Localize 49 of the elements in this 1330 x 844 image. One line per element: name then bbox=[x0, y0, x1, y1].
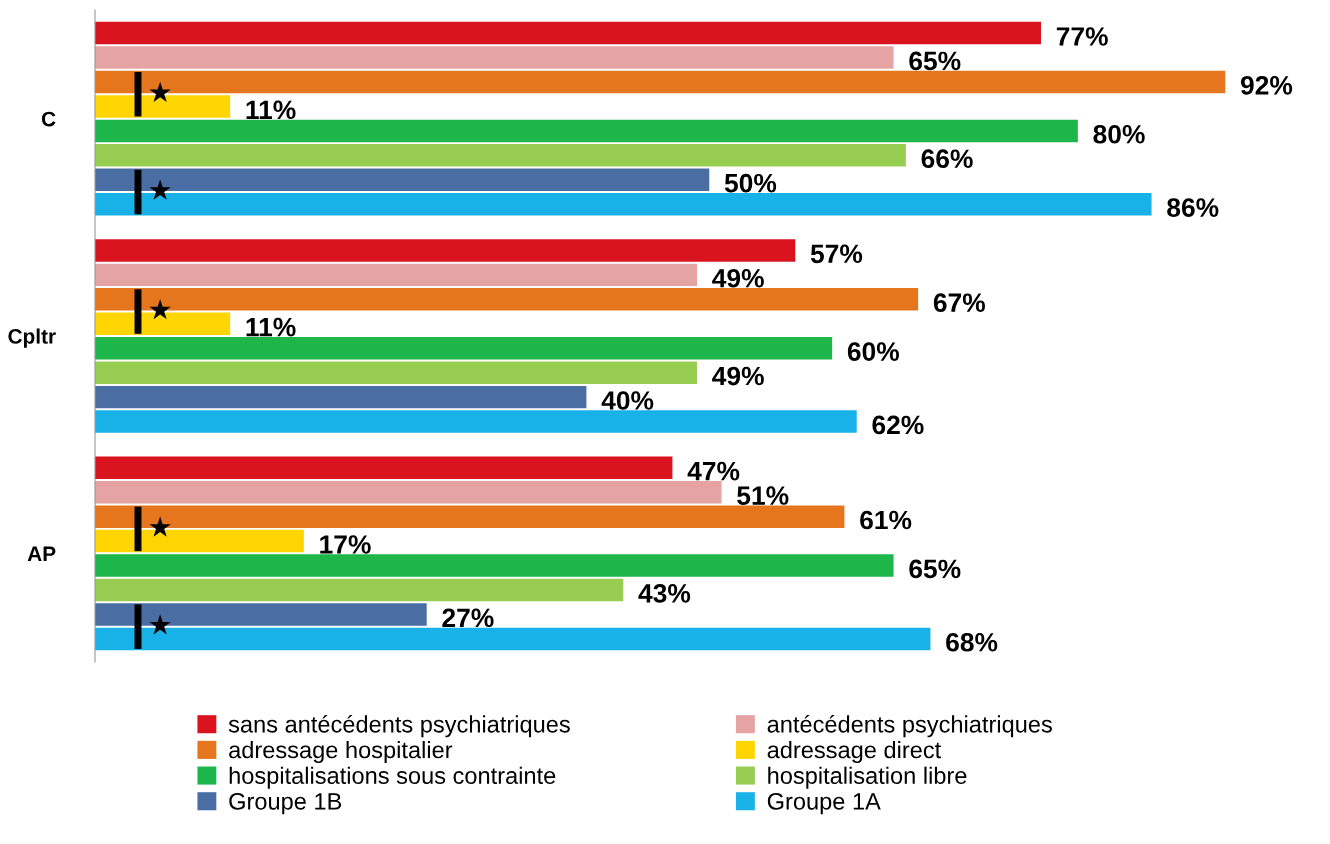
data-label: 49% bbox=[712, 366, 764, 386]
bar bbox=[95, 119, 1078, 143]
data-label: 65% bbox=[909, 559, 961, 579]
data-label: 40% bbox=[601, 391, 654, 410]
y-tick-label: Cpltr bbox=[8, 328, 56, 348]
data-label: 51% bbox=[737, 486, 789, 505]
data-label: 62% bbox=[872, 415, 924, 435]
data-label: 43% bbox=[638, 584, 691, 603]
y-tick-label: C bbox=[41, 111, 56, 127]
data-label: 50% bbox=[724, 173, 777, 193]
bar bbox=[95, 144, 906, 167]
legend-label: hospitalisations sous contrainte bbox=[229, 766, 556, 789]
data-label: 61% bbox=[860, 510, 912, 530]
data-label: 92% bbox=[1240, 76, 1293, 95]
bar bbox=[95, 554, 894, 577]
data-label: 86% bbox=[1167, 198, 1219, 217]
data-label: 60% bbox=[847, 342, 899, 361]
data-label: 57% bbox=[810, 244, 863, 264]
legend-label: adressage direct bbox=[767, 740, 942, 763]
bar bbox=[95, 410, 857, 433]
data-label: 27% bbox=[442, 608, 494, 628]
legend-label: hospitalisation libre bbox=[768, 766, 967, 789]
data-label: 80% bbox=[1093, 124, 1145, 144]
bar bbox=[95, 46, 894, 69]
bar bbox=[95, 480, 722, 504]
data-label: 77% bbox=[1056, 27, 1108, 46]
data-label: 67% bbox=[933, 293, 985, 313]
data-label: 11% bbox=[246, 100, 296, 120]
data-label: 68% bbox=[946, 632, 998, 652]
data-label: 11% bbox=[246, 317, 296, 337]
legend-label: sans antécédents psychiatriques bbox=[228, 715, 570, 738]
bar bbox=[95, 385, 587, 409]
bar bbox=[95, 578, 624, 602]
data-label: 17% bbox=[320, 535, 371, 554]
legend-label: Groupe 1B bbox=[229, 792, 342, 815]
bar bbox=[95, 21, 1041, 45]
legend-label: antécédents psychiatriques bbox=[767, 715, 1052, 738]
bar bbox=[95, 456, 673, 480]
data-label: 65% bbox=[909, 51, 961, 71]
data-label: 49% bbox=[712, 268, 764, 288]
bar bbox=[95, 263, 697, 287]
y-tick-label: AP bbox=[27, 546, 56, 561]
bar bbox=[95, 336, 833, 360]
bar bbox=[95, 239, 796, 262]
legend-label: Groupe 1A bbox=[767, 792, 881, 815]
data-label: 47% bbox=[687, 461, 740, 481]
bar bbox=[95, 361, 697, 384]
legend-label: adressage hospitalier bbox=[229, 740, 453, 763]
data-label: 66% bbox=[921, 149, 973, 169]
